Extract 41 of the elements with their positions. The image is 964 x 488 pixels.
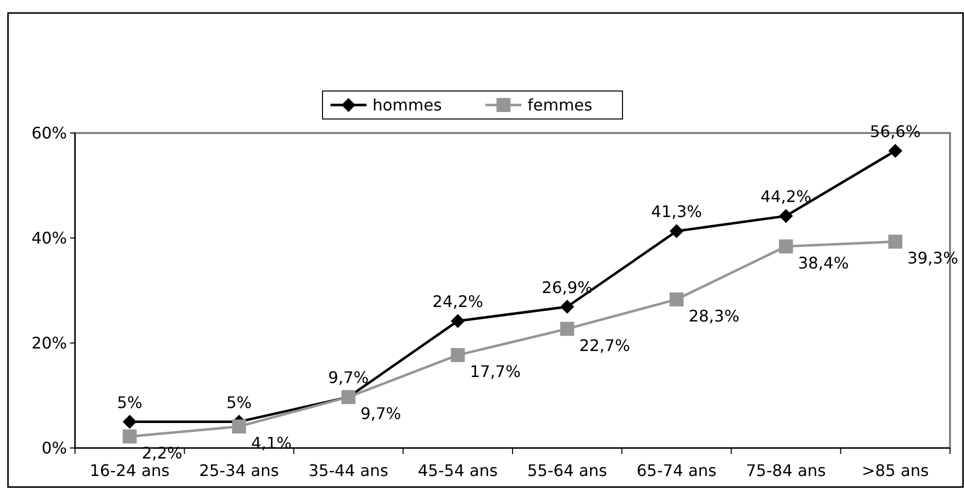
data-label: 5%	[116, 392, 142, 412]
data-label: 22,7%	[579, 336, 630, 355]
x-tick-label: 75-84 ans	[746, 461, 826, 480]
data-label: 24,2%	[432, 292, 484, 311]
x-tick-label: 25-34 ans	[199, 461, 279, 480]
data-label: 28,3%	[688, 306, 740, 326]
data-label: 9,7%	[360, 404, 402, 424]
x-tick-label: >85 ans	[862, 461, 929, 480]
data-label: 26,9%	[542, 278, 593, 297]
point	[560, 300, 574, 314]
point	[232, 419, 246, 434]
x-tick-label: 45-54 ans	[418, 461, 498, 480]
data-label: 41,3%	[651, 202, 702, 222]
point	[670, 224, 684, 238]
point	[778, 208, 793, 223]
point	[450, 348, 465, 362]
point	[122, 414, 137, 429]
x-tick-label: 65-74 ans	[636, 461, 716, 480]
data-label: 9,7%	[328, 368, 369, 388]
y-tick-label: 20%	[31, 334, 67, 353]
point	[450, 314, 465, 328]
x-tick-label: 16-24 ans	[90, 461, 170, 480]
x-tick-label: 55-64 ans	[527, 461, 608, 480]
y-tick-label: 60%	[31, 124, 67, 143]
data-label: 17,7%	[470, 362, 521, 382]
x-tick-label: 35-44 ans	[308, 461, 388, 480]
legend-label: hommes	[372, 96, 442, 115]
point	[888, 144, 902, 158]
data-label: 39,3%	[907, 248, 958, 268]
point	[122, 429, 137, 444]
legend-label: femmes	[528, 96, 592, 115]
y-tick-label: 40%	[31, 228, 67, 248]
point	[888, 234, 902, 249]
data-label: 44,2%	[760, 186, 812, 206]
point	[670, 292, 684, 306]
data-label: 5%	[226, 392, 252, 412]
data-label: 56,6%	[870, 122, 921, 141]
data-label: 38,4%	[798, 253, 849, 272]
y-tick-label: 0%	[42, 438, 67, 458]
point	[778, 239, 793, 254]
point	[560, 322, 574, 336]
